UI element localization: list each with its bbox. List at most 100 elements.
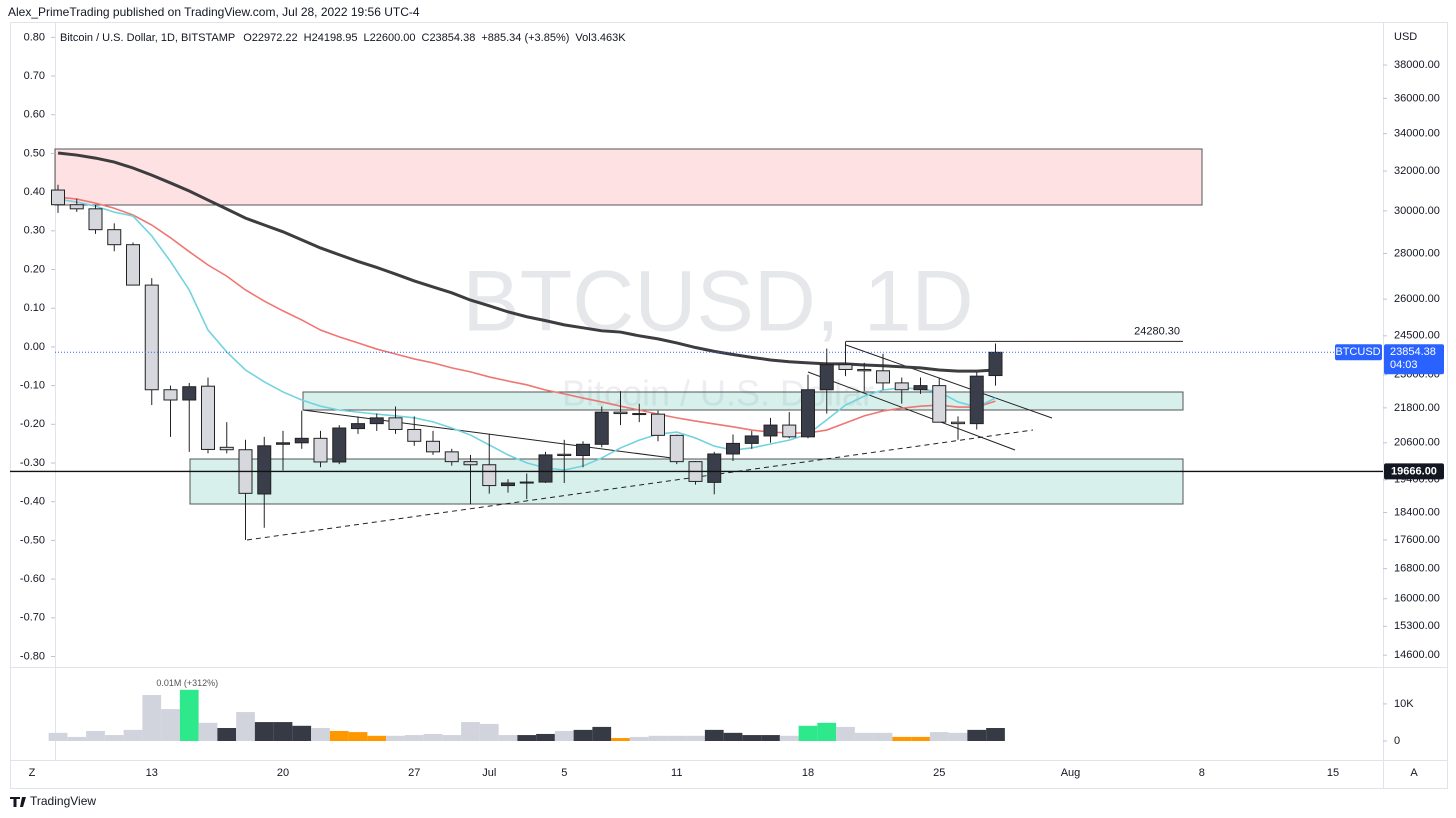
watermark: BTCUSD, 1D [462, 254, 973, 350]
candle-body [51, 189, 65, 206]
countdown: 04:03 [1390, 359, 1418, 371]
volume-bar [629, 736, 649, 741]
volume-bar [348, 732, 368, 741]
volume-bar [723, 732, 743, 741]
candle-body [913, 385, 928, 391]
candle-body [163, 389, 178, 401]
y2-tick-label: -0.70 [20, 612, 45, 624]
volume-bar [442, 735, 462, 741]
x-tick-label: 5 [561, 767, 567, 779]
legend-value: L22600.00 [364, 32, 416, 44]
level-badge-label: 19666.00 [1391, 465, 1437, 477]
y-tick-label: 14600.00 [1394, 649, 1440, 661]
volume-bar [498, 735, 518, 741]
volume-bar [667, 735, 687, 741]
volume-bar [779, 735, 799, 741]
y2-tick-label: -0.40 [20, 496, 45, 508]
candle-body [988, 351, 1003, 377]
volume-bar [592, 726, 612, 741]
volume-bar [386, 735, 405, 741]
volume-bar [179, 689, 199, 741]
candle-body [294, 437, 309, 444]
moving-average [57, 196, 996, 434]
volume-bar [254, 722, 274, 741]
zone [54, 148, 1203, 206]
y2-tick-label: 0.00 [24, 341, 45, 353]
candle-body [219, 446, 234, 451]
candle-body [144, 284, 159, 391]
volume-bar [836, 726, 855, 741]
publisher: Alex_PrimeTrading published on TradingVi… [8, 5, 420, 19]
candle-body [576, 443, 590, 457]
y2-tick-label: 0.30 [24, 225, 45, 237]
volume-bar [517, 735, 537, 741]
candle-body [819, 364, 834, 391]
candle-body [388, 417, 403, 430]
candle-body [838, 364, 853, 370]
symbol-badge [1335, 344, 1382, 361]
candle-body [538, 454, 553, 483]
candle-body [182, 386, 197, 401]
volume-bar [86, 730, 105, 741]
y2-tick-label: -0.10 [20, 380, 45, 392]
y-tick-label: 17600.00 [1394, 534, 1440, 546]
candle-body [201, 385, 215, 450]
scale-button[interactable]: A [1410, 767, 1418, 779]
candle-body [632, 413, 647, 416]
price-badge-label: 23854.38 [1390, 346, 1436, 358]
candle-body [726, 442, 740, 455]
zone [189, 458, 1184, 505]
candle-body [426, 440, 440, 453]
volume-tick-label: 10K [1394, 698, 1414, 710]
currency: USD [1394, 31, 1417, 43]
volume-bar [686, 735, 705, 741]
legend-value: C23854.38 [422, 32, 476, 44]
y-tick-label: 32000.00 [1394, 165, 1440, 177]
level-badge [1384, 463, 1444, 480]
x-tick-label: 13 [146, 767, 158, 779]
y-tick-label: 26000.00 [1394, 293, 1440, 305]
legend-value: +885.34 (+3.85%) [481, 32, 569, 44]
legend-value: Vol3.463K [575, 32, 626, 44]
volume-bar [479, 723, 499, 741]
candle-body [707, 453, 722, 483]
y2-tick-label: 0.40 [24, 186, 45, 198]
candle-body [501, 482, 515, 487]
scale-button[interactable]: Z [29, 767, 36, 779]
volume-bar [573, 729, 593, 741]
volume-bar [648, 735, 668, 741]
volume-bar [404, 735, 424, 741]
volume-bar [873, 732, 893, 741]
volume-bar [198, 722, 218, 741]
volume-bar [423, 733, 443, 741]
frame [10, 22, 1448, 789]
y-tick-label: 15300.00 [1394, 620, 1440, 632]
price-badge [1384, 344, 1444, 375]
volume-bar [742, 735, 762, 741]
y2-tick-label: 0.80 [24, 31, 45, 43]
candle-body [107, 229, 122, 246]
candle-body [332, 427, 347, 463]
y2-tick-label: -0.20 [20, 418, 45, 430]
volume-bar [854, 732, 874, 741]
candle-body [126, 244, 140, 286]
channel-line [845, 344, 1053, 419]
candle-body [463, 461, 478, 466]
candle-body [594, 411, 609, 445]
candle-body [876, 370, 890, 384]
zone [302, 391, 1184, 411]
candle-body [257, 445, 272, 495]
drawings [54, 148, 1203, 541]
volume-bar [217, 728, 237, 741]
volume-bar [536, 733, 555, 741]
x-tick-label: 27 [408, 767, 420, 779]
volume-bar [929, 732, 949, 741]
y-tick-label: 30000.00 [1394, 205, 1440, 217]
candle-body [407, 428, 422, 442]
volume-bar [911, 736, 930, 741]
volume-bar [142, 695, 162, 741]
y-tick-label: 38000.00 [1394, 59, 1440, 71]
volume-bar [892, 736, 912, 741]
legend-value: H24198.95 [304, 32, 358, 44]
